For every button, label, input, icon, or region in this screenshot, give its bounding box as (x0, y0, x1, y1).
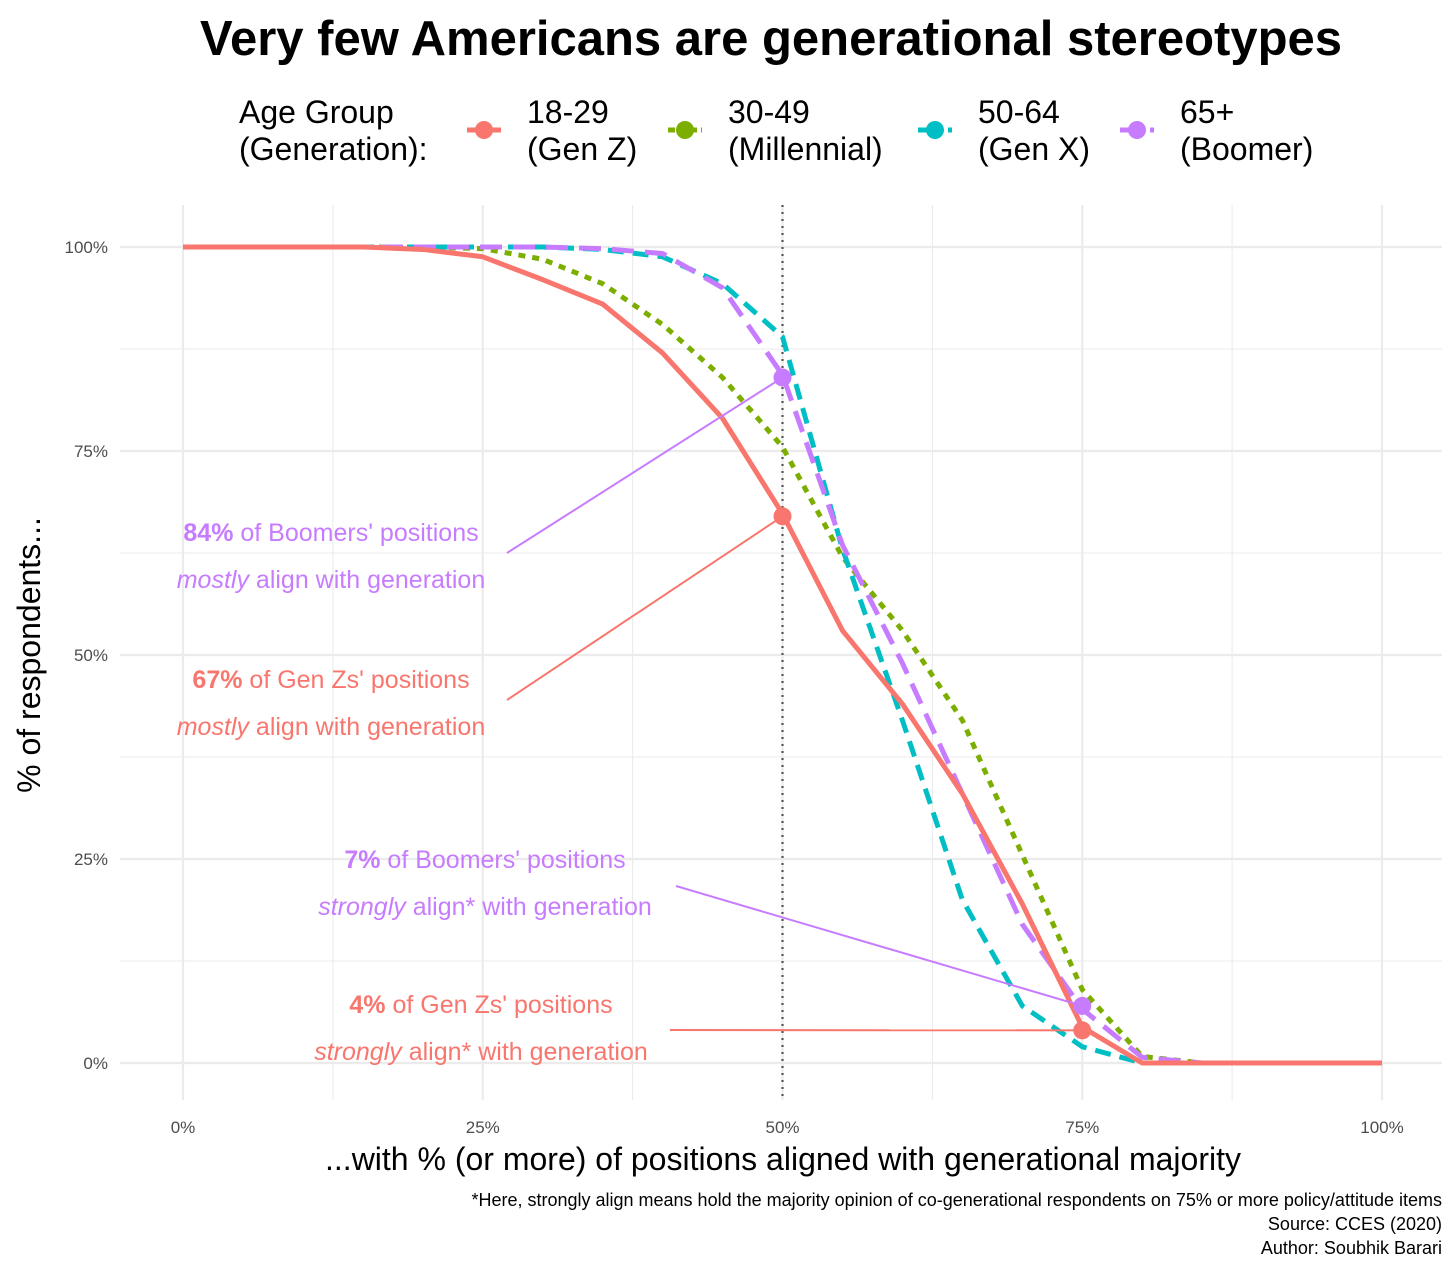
annotation-line2: strongly align* with generation (318, 893, 652, 921)
legend-item: 30-49(Millennial) (668, 94, 883, 167)
annotation-bold: 84% (183, 519, 233, 547)
annotation-text: of Gen Zs' positions (386, 991, 613, 1019)
chart-title: Very few Americans are generational ster… (200, 12, 1342, 66)
annotation-text: align with generation (249, 566, 485, 594)
grid (120, 205, 1442, 1100)
annotation-connector (506, 515, 784, 701)
legend-label: (Gen Z) (527, 131, 637, 167)
legend-item: 50-64(Gen X) (918, 94, 1090, 167)
annotation-text: of Gen Zs' positions (242, 666, 469, 694)
x-tick-label: 50% (765, 1118, 799, 1137)
legend-title-line1: Age Group (239, 94, 394, 130)
legend-key-point (926, 121, 944, 139)
legend: Age Group (Generation): 18-29(Gen Z) 30-4… (239, 94, 1313, 167)
annotation-line2: mostly align with generation (177, 566, 486, 594)
annotation-italic: mostly (177, 566, 251, 594)
annotation-line1: 84% of Boomers' positions (183, 519, 478, 547)
annotation-text: align* with generation (406, 893, 652, 921)
legend-key-point (676, 121, 694, 139)
annotation-italic: strongly (318, 893, 407, 921)
x-tick-label: 25% (466, 1118, 500, 1137)
x-tick-label: 75% (1065, 1118, 1099, 1137)
legend-item: 65+(Boomer) (1120, 94, 1313, 167)
x-tick-label: 100% (1360, 1118, 1403, 1137)
caption-source: Source: CCES (2020) (1268, 1214, 1442, 1234)
legend-title-line2: (Generation): (239, 131, 428, 167)
annotation-italic: strongly (314, 1038, 403, 1066)
annotation-line2: mostly align with generation (177, 713, 486, 741)
y-tick-label: 0% (83, 1054, 108, 1073)
x-tick-label: 0% (171, 1118, 196, 1137)
annotation-bold: 7% (344, 846, 380, 874)
annotation-text: align with generation (249, 713, 485, 741)
annotation-bold: 4% (349, 991, 385, 1019)
annotation-line1: 7% of Boomers' positions (344, 846, 625, 874)
annotation-text: of Boomers' positions (380, 846, 625, 874)
y-tick-label: 100% (65, 238, 108, 257)
annotation-text: of Boomers' positions (233, 519, 478, 547)
annotations: 84% of Boomers' positions mostly align wi… (177, 376, 1083, 1066)
annotation-line1: 4% of Gen Zs' positions (349, 991, 612, 1019)
x-axis-title: ...with % (or more) of positions aligned… (325, 1141, 1241, 1177)
y-tick-label: 25% (74, 850, 108, 869)
legend-key-point (1128, 121, 1146, 139)
legend-item: 18-29(Gen Z) (467, 94, 637, 167)
annotation-bold: 67% (192, 666, 242, 694)
legend-label: (Boomer) (1180, 131, 1313, 167)
caption-author: Author: Soubhik Barari (1261, 1238, 1442, 1258)
legend-key-point (475, 121, 493, 139)
y-axis-title: % of respondents... (11, 517, 47, 793)
legend-label: 30-49 (728, 94, 810, 130)
legend-label: 65+ (1180, 94, 1234, 130)
y-tick-label: 75% (74, 442, 108, 461)
annotation-line1: 67% of Gen Zs' positions (192, 666, 469, 694)
legend-label: 18-29 (527, 94, 609, 130)
legend-label: (Gen X) (978, 131, 1090, 167)
annotation-connector (675, 885, 1083, 1007)
annotation-italic: mostly (177, 713, 251, 741)
caption-footnote: *Here, strongly align means hold the maj… (471, 1190, 1442, 1210)
annotation-line2: strongly align* with generation (314, 1038, 648, 1066)
annotation-text: align* with generation (402, 1038, 648, 1066)
legend-label: 50-64 (978, 94, 1060, 130)
y-tick-label: 50% (74, 646, 108, 665)
annotation-connector (506, 376, 784, 554)
legend-label: (Millennial) (728, 131, 883, 167)
